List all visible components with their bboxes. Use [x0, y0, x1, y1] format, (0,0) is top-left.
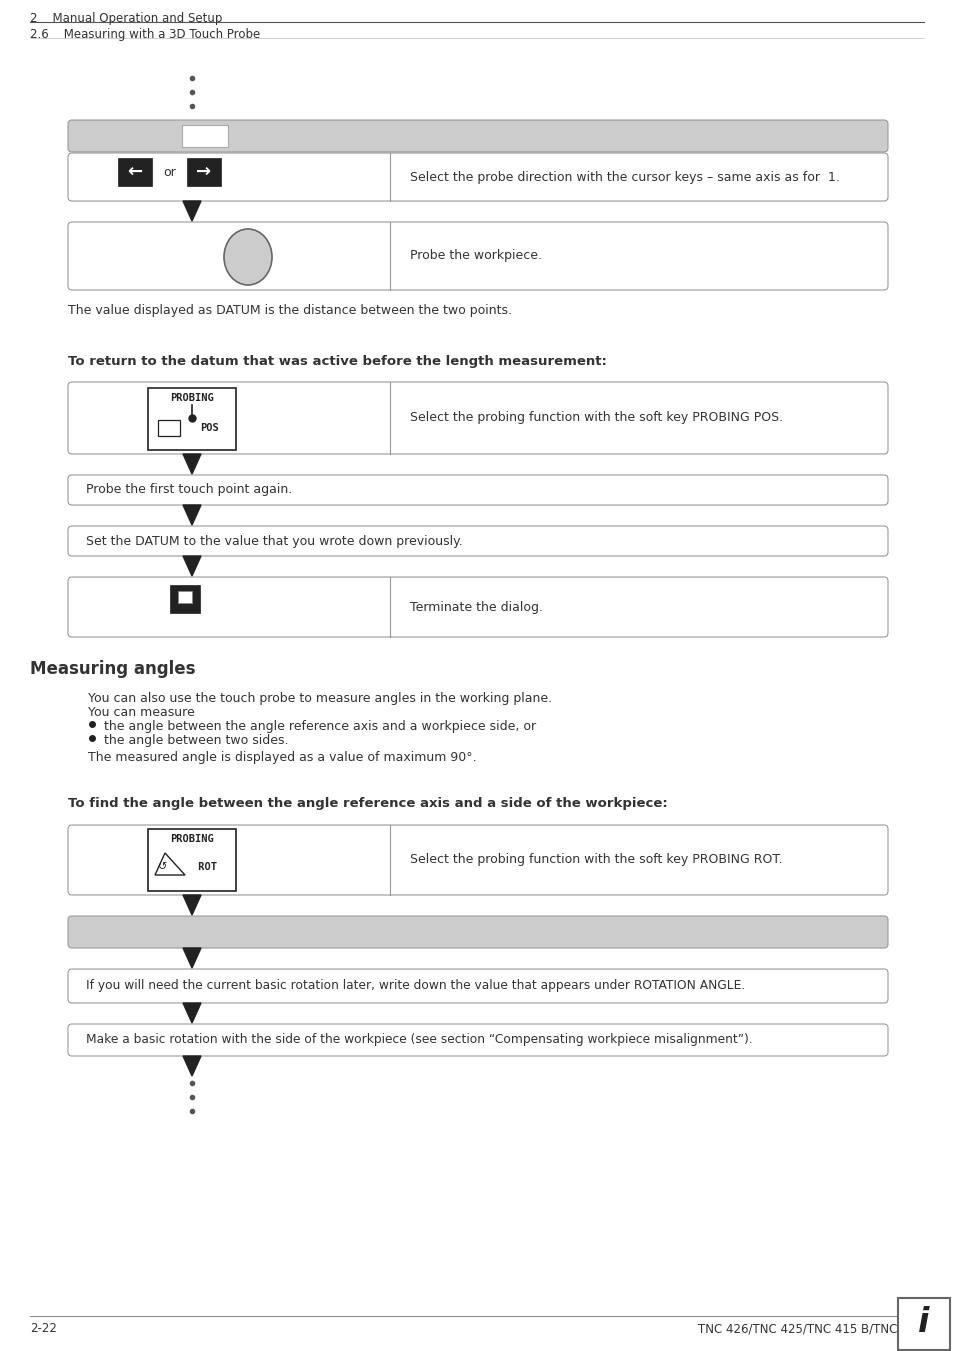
Text: PROBING: PROBING	[170, 834, 213, 844]
Polygon shape	[183, 894, 201, 915]
Text: Select the probing function with the soft key PROBING POS.: Select the probing function with the sof…	[410, 412, 782, 424]
FancyBboxPatch shape	[68, 526, 887, 557]
FancyBboxPatch shape	[68, 153, 887, 201]
Text: POS: POS	[200, 423, 218, 434]
FancyBboxPatch shape	[68, 120, 887, 153]
FancyBboxPatch shape	[68, 969, 887, 1002]
Text: To find the angle between the angle reference axis and a side of the workpiece:: To find the angle between the angle refe…	[68, 797, 667, 811]
Polygon shape	[183, 557, 201, 576]
FancyBboxPatch shape	[68, 1024, 887, 1056]
Text: the angle between two sides.: the angle between two sides.	[104, 734, 288, 747]
Text: Select the probing function with the soft key PROBING ROT.: Select the probing function with the sof…	[410, 854, 781, 866]
Polygon shape	[183, 454, 201, 474]
Text: You can also use the touch probe to measure angles in the working plane.: You can also use the touch probe to meas…	[88, 692, 552, 705]
Text: Probe the first touch point again.: Probe the first touch point again.	[86, 484, 292, 497]
FancyBboxPatch shape	[68, 577, 887, 638]
Text: Make a basic rotation with the side of the workpiece (see section “Compensating : Make a basic rotation with the side of t…	[86, 1034, 752, 1047]
Polygon shape	[183, 1056, 201, 1075]
Text: →: →	[196, 163, 212, 181]
Text: or: or	[164, 166, 176, 178]
Text: i: i	[918, 1306, 929, 1339]
Text: the angle between the angle reference axis and a workpiece side, or: the angle between the angle reference ax…	[104, 720, 536, 734]
Text: TNC 426/TNC 425/TNC 415 B/TNC 407: TNC 426/TNC 425/TNC 415 B/TNC 407	[698, 1323, 923, 1335]
Text: The value displayed as DATUM is the distance between the two points.: The value displayed as DATUM is the dist…	[68, 304, 512, 317]
Text: ↺: ↺	[158, 862, 168, 871]
Text: ROT: ROT	[192, 862, 216, 871]
Bar	[178, 590, 192, 603]
Ellipse shape	[224, 230, 272, 285]
Text: PROBING: PROBING	[170, 393, 213, 403]
Bar	[148, 830, 235, 892]
Bar	[897, 1298, 949, 1350]
Polygon shape	[183, 505, 201, 526]
Polygon shape	[183, 948, 201, 969]
FancyBboxPatch shape	[68, 382, 887, 454]
Bar	[118, 158, 152, 186]
Polygon shape	[183, 1002, 201, 1023]
Text: 2    Manual Operation and Setup: 2 Manual Operation and Setup	[30, 12, 222, 26]
Text: Measuring angles: Measuring angles	[30, 661, 195, 678]
Text: To return to the datum that was active before the length measurement:: To return to the datum that was active b…	[68, 355, 606, 367]
Text: 2-22: 2-22	[30, 1323, 57, 1335]
Text: Set the DATUM to the value that you wrote down previously.: Set the DATUM to the value that you wrot…	[86, 535, 462, 547]
Text: If you will need the current basic rotation later, write down the value that app: If you will need the current basic rotat…	[86, 979, 744, 993]
Polygon shape	[154, 852, 185, 875]
FancyBboxPatch shape	[68, 916, 887, 948]
Text: ←: ←	[128, 163, 142, 181]
Text: Probe the workpiece.: Probe the workpiece.	[410, 250, 541, 262]
FancyBboxPatch shape	[68, 476, 887, 505]
Polygon shape	[183, 201, 201, 222]
Bar	[148, 388, 235, 450]
Text: Select the probe direction with the cursor keys – same axis as for  1.: Select the probe direction with the curs…	[410, 170, 839, 184]
Bar	[182, 126, 228, 147]
Bar	[170, 585, 200, 613]
Bar	[187, 158, 221, 186]
Bar	[158, 420, 180, 436]
Text: 2.6    Measuring with a 3D Touch Probe: 2.6 Measuring with a 3D Touch Probe	[30, 28, 260, 41]
FancyBboxPatch shape	[68, 825, 887, 894]
Text: Terminate the dialog.: Terminate the dialog.	[410, 600, 542, 613]
FancyBboxPatch shape	[68, 222, 887, 290]
Text: The measured angle is displayed as a value of maximum 90°.: The measured angle is displayed as a val…	[88, 751, 476, 765]
Text: You can measure: You can measure	[88, 707, 194, 719]
